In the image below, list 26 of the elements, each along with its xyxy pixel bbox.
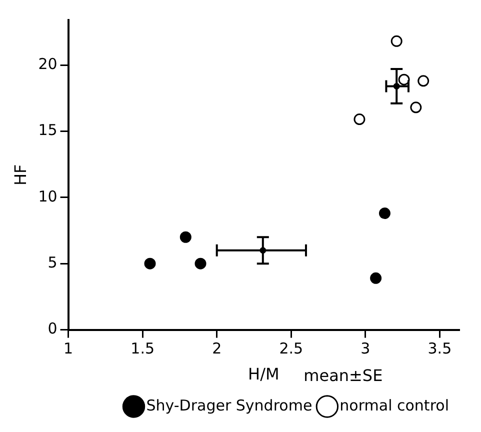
y-tick-label: 5 — [48, 253, 58, 272]
point — [180, 231, 192, 243]
point — [194, 258, 206, 270]
x-tick-label: 2 — [212, 340, 222, 358]
legend-label: Shy-Drager Syndrome — [146, 396, 312, 414]
y-tick-label: 0 — [48, 320, 58, 338]
point — [418, 75, 430, 87]
point — [370, 272, 382, 284]
point — [410, 102, 422, 114]
x-tick-label: 1.5 — [130, 340, 154, 358]
y-tick-label: 20 — [38, 54, 58, 73]
x-axis-title: H/M — [248, 364, 280, 384]
legend-label: normal control — [340, 396, 450, 414]
x-tick-label: 3 — [360, 340, 370, 358]
y-tick-label: 10 — [38, 187, 58, 206]
x-tick-label: 1 — [64, 340, 74, 358]
x-tick-label: 2.5 — [279, 340, 304, 358]
text: mean±SE — [304, 366, 383, 386]
point — [398, 74, 410, 86]
point — [354, 114, 366, 126]
point — [144, 258, 156, 270]
point — [390, 35, 402, 47]
y-tick-label: 15 — [38, 121, 58, 140]
x-tick-label: 3.5 — [428, 340, 452, 358]
point — [378, 208, 390, 220]
y-axis-title: HF — [10, 164, 30, 186]
